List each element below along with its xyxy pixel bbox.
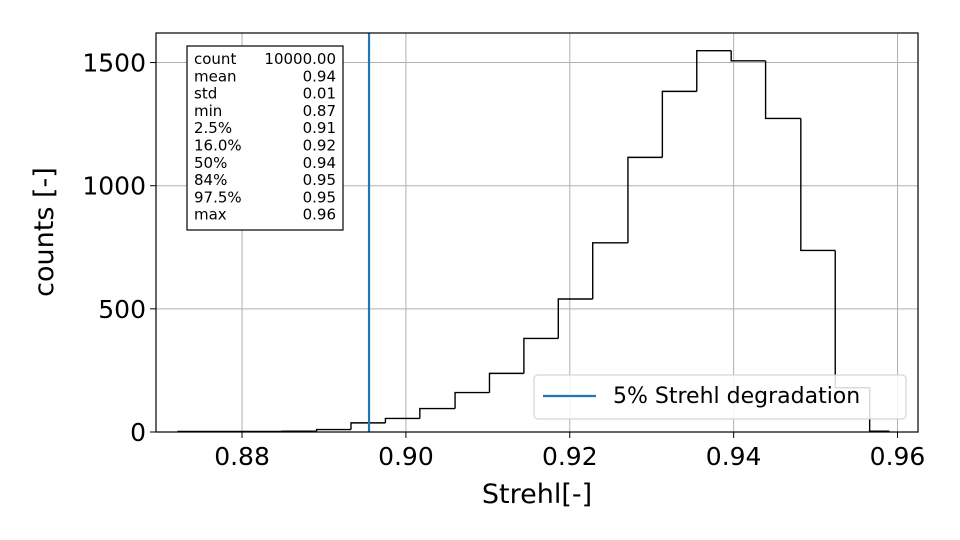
legend-frame: [533, 374, 907, 420]
stats-value: 0.87: [303, 102, 336, 120]
stats-label: max: [194, 206, 227, 224]
x-tick-label: 0.96: [870, 442, 926, 471]
stats-label: min: [194, 102, 222, 120]
y-axis-ticks: 0 500 1000 1500: [82, 49, 156, 447]
stats-label: 50%: [194, 154, 227, 172]
histogram-bin: [315, 428, 352, 432]
histogram-bin: [419, 407, 456, 419]
x-tick-label: 0.92: [542, 442, 598, 471]
stats-value: 0.95: [303, 171, 336, 189]
histogram-bin: [834, 250, 870, 389]
x-tick-label: 0.94: [706, 442, 762, 471]
histogram-bin: [730, 50, 766, 62]
stats-value: 10000.00: [264, 50, 336, 68]
histogram-bin: [627, 156, 663, 243]
stats-label: std: [194, 85, 217, 103]
y-tick-label: 500: [98, 295, 146, 324]
stats-value: 0.92: [303, 137, 336, 155]
stats-label: count: [194, 50, 236, 68]
stats-label: mean: [194, 67, 237, 85]
legend-label: 5% Strehl degradation: [613, 384, 860, 409]
x-tick-label: 0.88: [214, 442, 270, 471]
histogram-bin: [592, 242, 628, 299]
x-axis-ticks: 0.88 0.90 0.92 0.94 0.96: [214, 432, 925, 471]
stats-box: count 10000.00 mean 0.94 std 0.01 min 0.87 2.5% 0…: [186, 45, 344, 231]
histogram-bin: [764, 60, 801, 120]
stats-value: 0.96: [303, 206, 336, 224]
histogram-bin: [800, 118, 836, 252]
stats-value: 0.01: [303, 85, 336, 103]
histogram-bin: [523, 337, 559, 374]
stats-value: 0.94: [303, 154, 336, 172]
stats-label: 84%: [194, 171, 227, 189]
stats-label: 97.5%: [194, 188, 242, 206]
y-tick-label: 0: [130, 418, 146, 447]
y-tick-label: 1000: [82, 172, 146, 201]
stats-box-frame: [186, 45, 344, 231]
histogram-bin: [557, 298, 593, 339]
stats-label: 16.0%: [194, 137, 242, 155]
y-tick-label: 1500: [82, 49, 146, 78]
stats-value: 0.91: [303, 119, 336, 137]
histogram-bin: [488, 372, 524, 393]
histogram-bin: [696, 50, 732, 92]
legend: 5% Strehl degradation: [533, 374, 907, 420]
histogram-bin: [384, 417, 420, 423]
stats-rows: count 10000.00 mean 0.94 std 0.01 min 0.87 2.5% 0…: [194, 50, 336, 224]
stats-label: 2.5%: [194, 119, 232, 137]
stats-value: 0.95: [303, 188, 336, 206]
y-axis-label: counts [-]: [29, 167, 60, 297]
x-axis-label: Strehl[-]: [482, 479, 592, 510]
histogram-bin: [661, 90, 697, 158]
plot-frame: [155, 32, 919, 433]
stats-value: 0.94: [303, 67, 336, 85]
histogram-bin: [454, 391, 490, 409]
histogram-bin: [350, 422, 386, 430]
x-tick-label: 0.90: [378, 442, 434, 471]
